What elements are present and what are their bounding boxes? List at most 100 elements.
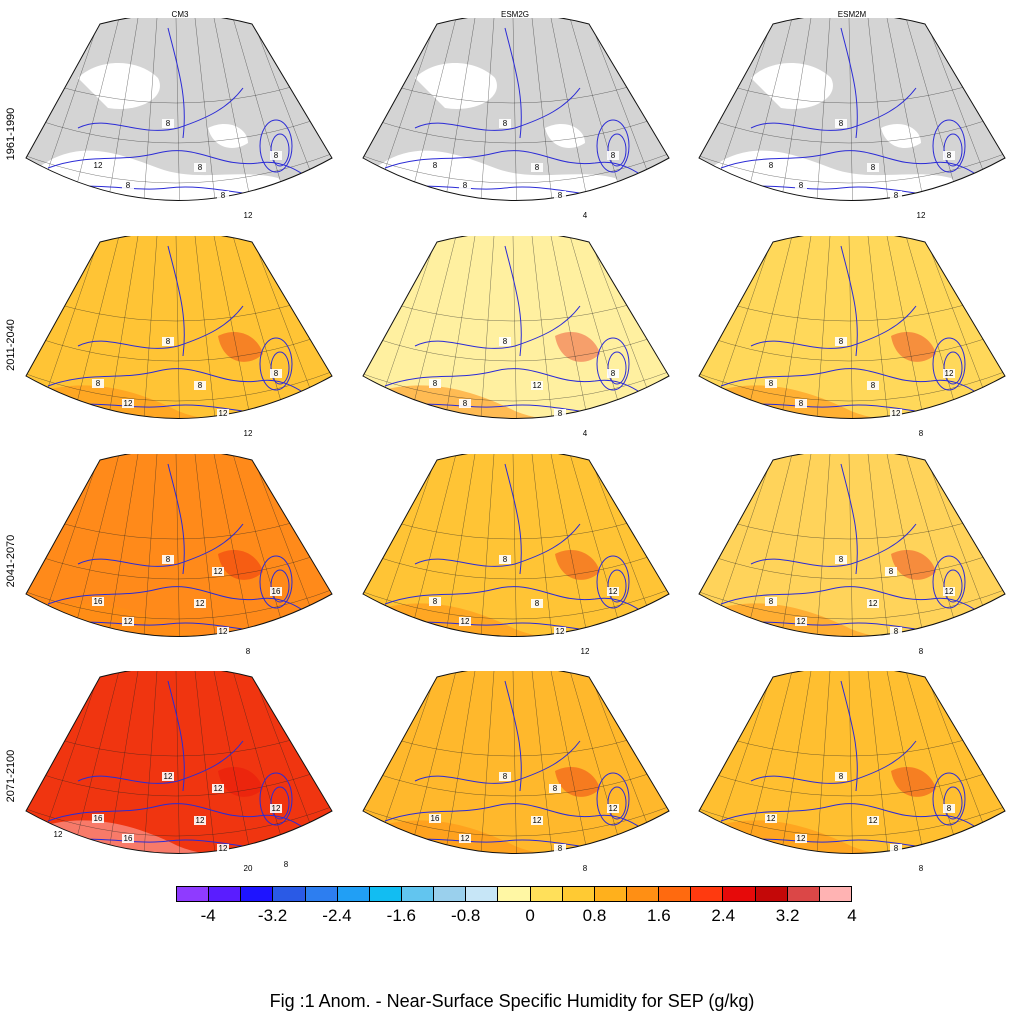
contour-label: 12 — [244, 211, 253, 220]
contour-label: 16 — [94, 814, 103, 823]
contour-label: 8 — [871, 381, 876, 390]
contour-label: 8 — [463, 399, 468, 408]
contour-label: 8 — [274, 151, 279, 160]
contour-label: 8 — [919, 647, 924, 656]
contour-label: 12 — [214, 567, 223, 576]
contour-label: 8 — [535, 599, 540, 608]
colorbar-cell — [723, 887, 756, 901]
contour-label: 8 — [839, 337, 844, 346]
colorbar-tick-label: 4 — [847, 906, 857, 925]
contour-label: 8 — [871, 163, 876, 172]
contour-label: 8 — [894, 191, 899, 200]
contour-label: 8 — [433, 161, 438, 170]
contour-label: 8 — [947, 151, 952, 160]
row-title-1961-1990: 1961-1990 — [5, 107, 17, 161]
contour-label: 12 — [94, 161, 103, 170]
map-panel-cm3-2011-2040: 8 12 12 8 8 8 12 — [18, 231, 334, 451]
contour-label: 8 — [503, 119, 508, 128]
contour-label: 8 — [221, 191, 226, 200]
contour-label: 12 — [869, 599, 878, 608]
column-title-esm2g: ESM2G — [500, 10, 529, 19]
colorbar-cell — [466, 887, 499, 901]
colorbar-tick-label: -4 — [200, 906, 216, 925]
map-panel-cm3-2041-2070: 8 12 12 12 16 16 8 12 — [18, 449, 334, 669]
contour-label: 12 — [892, 409, 901, 418]
contour-label: 8 — [769, 379, 774, 388]
contour-label: 12 — [196, 816, 205, 825]
contour-label: 12 — [196, 599, 205, 608]
contour-label: 4 — [583, 429, 588, 438]
colorbar-cell — [755, 887, 788, 901]
contour-label: 8 — [166, 337, 171, 346]
contour-label: 8 — [919, 864, 924, 873]
contour-label: 8 — [799, 399, 804, 408]
row-title-2041-2070: 2041-2070 — [5, 534, 17, 588]
column-title-esm2m: ESM2M — [837, 10, 867, 19]
colorbar-cell — [434, 887, 467, 901]
contour-label: 12 — [54, 830, 63, 839]
colorbar-tick-label: -1.6 — [386, 906, 416, 925]
contour-label: 8 — [96, 379, 101, 388]
contour-label: 8 — [839, 555, 844, 564]
contour-label: 12 — [214, 784, 223, 793]
map-panel-esm2g-2071-2100: 8 8 12 12 12 16 8 8 — [355, 666, 671, 886]
contour-label: 12 — [164, 772, 173, 781]
contour-label: 8 — [503, 772, 508, 781]
contour-label: 16 — [272, 587, 281, 596]
contour-label: 8 — [166, 119, 171, 128]
map-panel-esm2g-2011-2040: 8 8 8 12 8 8 4 — [355, 231, 671, 451]
contour-label: 12 — [767, 814, 776, 823]
colorbar-cell — [787, 887, 820, 901]
contour-label: 12 — [219, 627, 228, 636]
colorbar-cell — [819, 887, 851, 901]
contour-label: 12 — [945, 587, 954, 596]
contour-label: 12 — [461, 834, 470, 843]
colorbar-cell — [337, 887, 370, 901]
colorbar-cell — [273, 887, 306, 901]
contour-label: 8 — [558, 191, 563, 200]
map-panel-esm2m-2011-2040: 8 12 8 8 12 8 8 — [691, 231, 1007, 451]
colorbar-cell — [562, 887, 595, 901]
contour-label: 8 — [433, 379, 438, 388]
contour-label: 8 — [433, 597, 438, 606]
contour-label: 8 — [839, 772, 844, 781]
row-title-2071-2100: 2071-2100 — [5, 749, 17, 803]
contour-label: 12 — [797, 617, 806, 626]
contour-label: 8 — [894, 844, 899, 853]
contour-label: 8 — [535, 163, 540, 172]
map-panel-esm2g-1961-1990: 8 8 8 8 8 8 4 — [355, 13, 671, 233]
colorbar-cell — [626, 887, 660, 901]
colorbar-cell — [305, 887, 338, 901]
contour-label: 16 — [431, 814, 440, 823]
contour-label: 20 — [244, 864, 253, 873]
contour-label: 12 — [533, 381, 542, 390]
contour-label: 12 — [945, 369, 954, 378]
contour-label: 8 — [274, 369, 279, 378]
contour-label: 12 — [609, 587, 618, 596]
row-title-2011-2040: 2011-2040 — [5, 319, 17, 371]
colorbar-tick-label: -2.4 — [322, 906, 352, 925]
colorbar — [176, 886, 852, 902]
colorbar-cell — [498, 887, 531, 901]
contour-label: 8 — [463, 181, 468, 190]
contour-label: 8 — [284, 860, 289, 869]
contour-label: 8 — [553, 784, 558, 793]
contour-label: 8 — [839, 119, 844, 128]
colorbar-tick-label: 3.2 — [775, 906, 800, 925]
contour-label: 12 — [244, 429, 253, 438]
figure-caption: Fig :1 Anom. - Near-Surface Specific Hum… — [269, 991, 755, 1011]
contour-label: 12 — [917, 211, 926, 220]
contour-label: 8 — [198, 381, 203, 390]
contour-label: 8 — [799, 181, 804, 190]
colorbar-cell — [594, 887, 627, 901]
contour-label: 8 — [947, 804, 952, 813]
colorbar-cell — [369, 887, 402, 901]
colorbar-tick-label: 1.6 — [647, 906, 671, 925]
contour-label: 8 — [558, 409, 563, 418]
contour-label: 12 — [556, 627, 565, 636]
colorbar-cell — [691, 887, 724, 901]
contour-label: 16 — [124, 834, 133, 843]
contour-label: 12 — [124, 399, 133, 408]
column-title-cm3: CM3 — [171, 10, 189, 19]
contour-label: 12 — [461, 617, 470, 626]
